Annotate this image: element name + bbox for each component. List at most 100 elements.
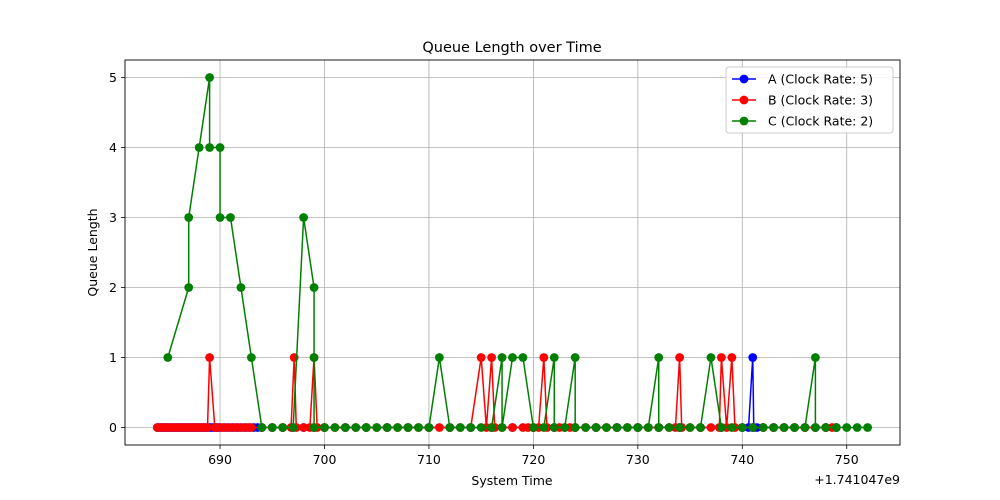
data-point — [842, 423, 852, 432]
data-point — [518, 353, 528, 362]
data-point — [779, 423, 789, 432]
data-point — [727, 423, 737, 432]
data-point — [424, 423, 434, 432]
series-c — [163, 73, 873, 432]
data-point — [434, 423, 444, 432]
data-point — [330, 423, 340, 432]
data-point — [487, 353, 497, 362]
data-point — [570, 423, 580, 432]
legend-box — [725, 66, 894, 134]
data-point — [226, 213, 235, 222]
data-point — [706, 423, 716, 432]
legend-label: C (Clock Rate: 2) — [768, 114, 873, 129]
data-point — [309, 353, 319, 362]
data-point — [675, 353, 685, 362]
data-point — [706, 353, 716, 362]
data-point — [382, 423, 392, 432]
data-point — [612, 423, 622, 432]
data-point — [487, 423, 497, 432]
data-point — [497, 423, 507, 432]
x-tick-label: 710 — [417, 452, 441, 467]
legend-item: A (Clock Rate: 5) — [732, 72, 873, 87]
data-point — [654, 423, 664, 432]
x-tick-label: 730 — [626, 452, 650, 467]
data-point — [800, 423, 810, 432]
data-point — [403, 423, 413, 432]
data-point — [497, 353, 507, 362]
data-point — [716, 353, 726, 362]
data-point — [737, 423, 747, 432]
data-point — [508, 353, 517, 362]
data-point — [309, 423, 319, 432]
data-point — [852, 423, 862, 432]
data-point — [309, 283, 319, 292]
y-tick-label: 4 — [109, 140, 117, 155]
data-point — [664, 423, 674, 432]
data-point — [445, 423, 455, 432]
data-point — [340, 423, 350, 432]
data-point — [821, 423, 831, 432]
data-point — [267, 423, 277, 432]
y-tick-label: 3 — [109, 210, 117, 225]
data-point — [654, 353, 664, 362]
y-tick-label: 1 — [109, 350, 117, 365]
data-point — [299, 213, 309, 222]
data-point — [622, 423, 632, 432]
data-point — [831, 423, 841, 432]
data-point — [508, 423, 517, 432]
data-point — [811, 353, 820, 362]
data-point — [748, 423, 758, 432]
legend-marker — [739, 116, 749, 126]
data-point — [257, 423, 267, 432]
data-point — [466, 423, 476, 432]
x-tick-label: 750 — [835, 452, 859, 467]
data-point — [205, 143, 215, 152]
data-point — [716, 423, 726, 432]
data-point — [320, 423, 329, 432]
data-point — [549, 423, 559, 432]
x-tick-label: 690 — [208, 452, 232, 467]
data-point — [528, 423, 538, 432]
y-tick-label: 2 — [109, 280, 117, 295]
legend-item: C (Clock Rate: 2) — [732, 114, 873, 129]
data-point — [570, 353, 580, 362]
x-tick-label: 720 — [521, 452, 545, 467]
data-point — [591, 423, 601, 432]
data-point — [215, 143, 225, 152]
data-point — [205, 73, 215, 82]
data-point — [790, 423, 799, 432]
data-point — [393, 423, 403, 432]
x-axis: 690 700 710 720 730 740 750 — [208, 445, 859, 467]
data-point — [539, 423, 549, 432]
x-tick-label: 740 — [730, 452, 754, 467]
data-point — [602, 423, 611, 432]
data-point — [581, 423, 591, 432]
legend: A (Clock Rate: 5) B (Clock Rate: 3) C (Clo… — [725, 66, 894, 134]
data-point — [194, 143, 204, 152]
data-point — [299, 423, 309, 432]
legend-label: A (Clock Rate: 5) — [768, 72, 873, 87]
data-point — [811, 423, 820, 432]
data-point — [696, 423, 705, 432]
data-point — [643, 423, 653, 432]
series-layer — [152, 73, 873, 432]
y-tick-label: 0 — [109, 420, 117, 435]
legend-marker — [739, 74, 749, 84]
x-tick-label: 700 — [313, 452, 337, 467]
data-point — [748, 353, 758, 362]
data-point — [633, 423, 643, 432]
y-tick-label: 5 — [109, 70, 117, 85]
data-point — [476, 353, 486, 362]
data-point — [476, 423, 486, 432]
data-point — [539, 353, 549, 362]
data-point — [246, 423, 256, 432]
y-axis: 0 1 2 3 4 5 — [109, 70, 125, 435]
x-axis-label: System Time — [471, 473, 552, 488]
data-point — [278, 423, 288, 432]
chart-title: Queue Length over Time — [422, 40, 601, 56]
data-point — [758, 423, 768, 432]
plot-frame — [124, 59, 901, 446]
data-point — [434, 353, 444, 362]
x-offset-label: +1.741047e9 — [814, 472, 900, 487]
